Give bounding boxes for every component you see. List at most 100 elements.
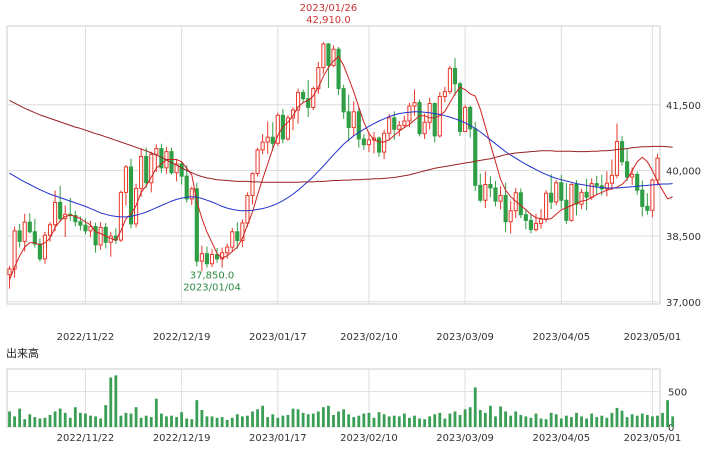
volume-bar — [357, 415, 361, 427]
volume-bar — [473, 387, 477, 427]
candle-body-up — [579, 191, 584, 205]
price-date-label: 2023/03/09 — [436, 332, 494, 343]
volume-bar — [413, 415, 416, 427]
volume-bar — [352, 417, 356, 427]
volume-date-label: 2023/04/05 — [532, 433, 590, 444]
candle-body-up — [614, 141, 620, 176]
volume-section-label: 出来高 — [6, 346, 39, 360]
volume-bar — [170, 415, 173, 427]
volume-bar — [215, 417, 219, 427]
candle-body-down — [528, 219, 533, 231]
candle-body-up — [42, 234, 48, 260]
volume-bar — [377, 412, 381, 427]
volume-bar — [610, 412, 614, 427]
volume-bar — [18, 408, 22, 427]
candle-body-down — [518, 192, 523, 216]
volume-bar — [144, 415, 148, 427]
candle-body-up — [538, 218, 544, 224]
candle-body-up — [240, 222, 245, 242]
volume-bar — [109, 377, 113, 427]
volume-bar — [84, 413, 87, 427]
price-date-label: 2023/02/10 — [340, 332, 398, 343]
volume-bar — [63, 412, 67, 427]
candle-body-up — [7, 268, 12, 276]
volume-bar — [210, 416, 214, 427]
volume-bar — [468, 407, 472, 427]
candle-body-down — [179, 163, 184, 177]
candle-body-up — [544, 192, 549, 220]
price-plot-frame — [6, 25, 661, 305]
volume-bar — [514, 411, 518, 427]
volume-bar — [13, 416, 16, 427]
volume-date-label: 2023/01/17 — [249, 433, 307, 444]
candle-body-up — [366, 139, 372, 146]
volume-bar — [428, 416, 432, 427]
candle-body-down — [93, 226, 98, 246]
candle-body-down — [78, 221, 83, 226]
volume-bar — [620, 410, 624, 427]
candle-body-up — [118, 191, 123, 241]
volume-bar — [124, 412, 128, 427]
volume-bar — [337, 411, 340, 427]
volume-bar — [448, 413, 452, 427]
low-value-annotation: 37,850.0 — [190, 271, 235, 282]
volume-bar — [529, 417, 533, 427]
candle-body-down — [594, 183, 599, 187]
moving-average-long-line — [9, 99, 673, 183]
candle-body-up — [53, 201, 58, 226]
candle-body-down — [270, 136, 275, 144]
candle-body-up — [275, 114, 280, 144]
candle-body-up — [655, 157, 660, 181]
volume-bar — [656, 415, 659, 427]
candle-body-down — [144, 155, 149, 184]
volume-bar — [256, 409, 259, 427]
volume-bar — [180, 412, 184, 427]
volume-bar — [159, 413, 163, 427]
volume-bar — [266, 417, 270, 427]
candle-body-up — [98, 226, 103, 246]
candle-body-up — [189, 188, 194, 200]
volume-bar — [559, 418, 563, 427]
candle-body-down — [417, 102, 422, 135]
volume-bar — [342, 409, 346, 427]
volume-bar — [524, 416, 528, 427]
candle-body-up — [533, 222, 539, 231]
candle-body-down — [58, 201, 63, 220]
candle-body-down — [478, 184, 483, 201]
candle-body-down — [523, 214, 528, 221]
volume-bar — [230, 417, 234, 427]
candle-body-down — [326, 43, 331, 66]
volume-bar — [635, 415, 639, 427]
volume-bar — [564, 415, 568, 427]
candle-body-down — [73, 215, 78, 223]
volume-bar — [458, 414, 462, 427]
candle-body-down — [503, 194, 508, 223]
volume-bar — [94, 416, 97, 427]
volume-bar — [8, 411, 11, 427]
volume-bar — [48, 414, 52, 427]
candle-body-up — [554, 182, 559, 203]
volume-bar — [483, 412, 487, 427]
candle-body-down — [204, 253, 210, 265]
candle-body-up — [351, 111, 356, 129]
candle-body-down — [184, 175, 189, 200]
volume-bar — [615, 407, 619, 427]
candle-body-down — [336, 48, 341, 90]
candle-body-up — [382, 132, 387, 153]
candle-body-down — [32, 231, 37, 245]
volume-bar — [625, 417, 629, 427]
candle-body-up — [225, 246, 230, 254]
price-panel: 41,500 40,000 38,500 37,000 2023/01/2642,910… — [6, 3, 701, 343]
volume-bar — [251, 411, 254, 427]
volume-bar — [392, 415, 396, 427]
candle-body-down — [619, 141, 625, 163]
candle-body-up — [209, 254, 215, 265]
high-date-annotation: 2023/01/26 — [300, 3, 358, 14]
volume-bar — [443, 418, 447, 427]
volume-bar — [240, 416, 244, 427]
volume-bar — [154, 398, 158, 427]
volume-bar — [327, 405, 330, 427]
candle-body-down — [392, 117, 397, 130]
candle-body-up — [47, 224, 53, 236]
volume-bar — [630, 414, 634, 427]
